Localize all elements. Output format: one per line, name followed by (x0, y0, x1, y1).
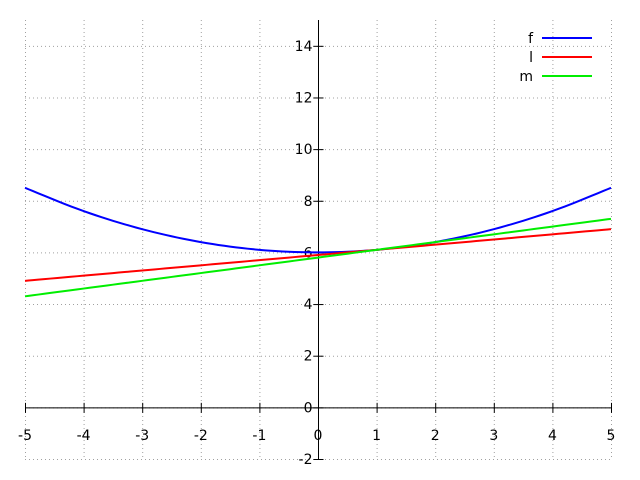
axes (25, 20, 611, 459)
legend-label-l: l (529, 50, 533, 66)
y-tick-label: 12 (295, 90, 313, 106)
legend: flm (519, 31, 592, 85)
y-tick-label: 6 (304, 245, 313, 261)
tick-marks (25, 45, 612, 460)
legend-label-f: f (528, 31, 534, 47)
x-tick-label: -4 (77, 428, 91, 444)
x-tick-label: -1 (252, 428, 266, 444)
x-tick-label: 4 (548, 428, 557, 444)
x-tick-label: -5 (18, 428, 32, 444)
legend-label-m: m (519, 69, 533, 85)
x-tick-label: 0 (314, 428, 323, 444)
series-line-m (24, 217, 612, 298)
y-tick-label: 4 (304, 297, 313, 313)
y-tick-label: 14 (295, 39, 313, 55)
x-tick-label: 3 (489, 428, 498, 444)
y-tick-label: 10 (295, 142, 313, 158)
x-tick-label: -3 (135, 428, 149, 444)
series-line-f (24, 186, 612, 254)
x-tick-label: -2 (194, 428, 208, 444)
series-lines (24, 186, 612, 298)
x-tick-label: 5 (607, 428, 616, 444)
y-tick-label: -2 (299, 452, 313, 468)
x-tick-label: 2 (431, 428, 440, 444)
y-tick-label: 0 (304, 400, 313, 416)
x-tick-label: 1 (372, 428, 381, 444)
y-tick-label: 2 (304, 349, 313, 365)
y-tick-label: 8 (304, 194, 313, 210)
series-line-l (24, 228, 612, 282)
